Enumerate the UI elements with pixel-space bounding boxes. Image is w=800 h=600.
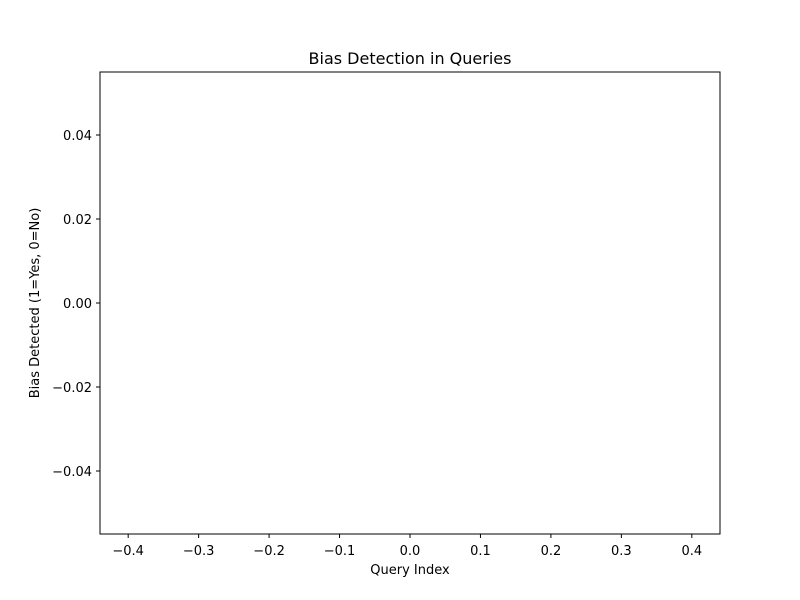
plot-area	[100, 72, 720, 534]
y-axis-ticks: 0.04 0.02 0.00 −0.02 −0.04	[52, 129, 100, 480]
y-tick-label: 0.00	[63, 297, 92, 312]
x-tick-label: −0.1	[324, 544, 356, 559]
x-tick-label: −0.3	[183, 544, 215, 559]
chart-title: Bias Detection in Queries	[309, 49, 512, 68]
x-axis-ticks: −0.4 −0.3 −0.2 −0.1 0.0 0.1 0.2 0.3 0.4	[112, 534, 702, 559]
y-tick-label: 0.04	[63, 129, 92, 144]
y-tick-label: 0.02	[63, 213, 92, 228]
y-axis-label: Bias Detected (1=Yes, 0=No)	[28, 208, 43, 399]
y-tick-label: −0.02	[52, 381, 92, 396]
x-tick-label: −0.2	[253, 544, 285, 559]
x-tick-label: 0.0	[400, 544, 421, 559]
x-tick-label: 0.1	[470, 544, 491, 559]
plot-frame	[99, 71, 721, 535]
y-tick-label: −0.04	[52, 465, 92, 480]
x-tick-label: −0.4	[112, 544, 144, 559]
x-tick-label: 0.3	[611, 544, 632, 559]
x-axis-label: Query Index	[370, 563, 450, 578]
x-tick-label: 0.2	[541, 544, 562, 559]
x-tick-label: 0.4	[681, 544, 702, 559]
